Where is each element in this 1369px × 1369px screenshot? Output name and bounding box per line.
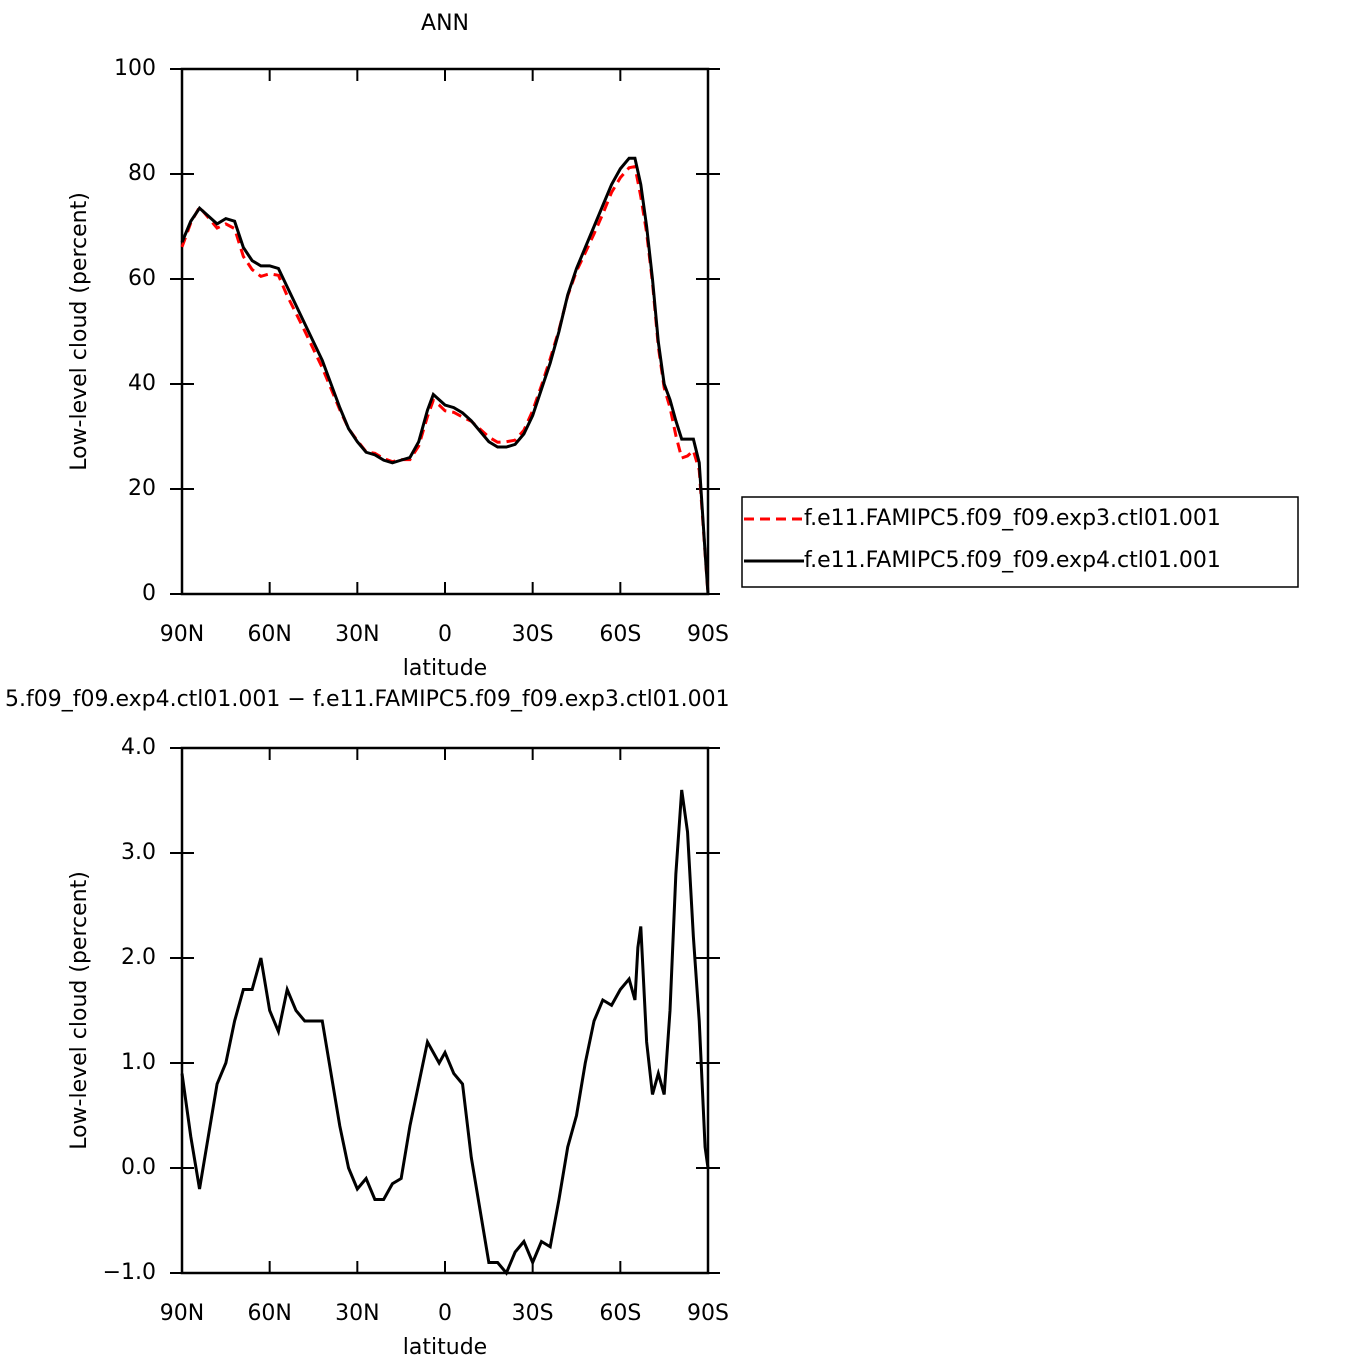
legend-box <box>741 496 1299 588</box>
y-tick-label: 0.0 <box>121 1155 156 1180</box>
y-axis-label: Low-level cloud (percent) <box>67 871 92 1150</box>
y-tick-label: −1.0 <box>103 1260 156 1285</box>
y-tick-label: 0 <box>142 581 156 606</box>
x-tick-label: 30N <box>335 1301 379 1326</box>
chart-title: 5.f09_f09.exp4.ctl01.001 − f.e11.FAMIPC5… <box>5 687 730 712</box>
x-tick-label: 60N <box>247 1301 291 1326</box>
x-axis-label: latitude <box>403 1335 487 1360</box>
chart-title: ANN <box>421 11 469 36</box>
x-tick-label: 30S <box>512 1301 554 1326</box>
y-tick-label: 80 <box>128 161 156 186</box>
x-tick-label: 90N <box>160 1301 204 1326</box>
x-tick-label: 90S <box>687 1301 729 1326</box>
legend-label: f.e11.FAMIPC5.f09_f09.exp3.ctl01.001 <box>804 506 1221 531</box>
x-tick-label: 60N <box>247 622 291 647</box>
y-tick-label: 1.0 <box>121 1050 156 1075</box>
x-tick-label: 0 <box>438 622 452 647</box>
data-line <box>180 789 710 1276</box>
x-axis-label: latitude <box>403 656 487 681</box>
legend-label: f.e11.FAMIPC5.f09_f09.exp4.ctl01.001 <box>804 548 1221 573</box>
y-tick-label: 20 <box>128 476 156 501</box>
x-tick-label: 30S <box>512 622 554 647</box>
x-tick-label: 90S <box>687 622 729 647</box>
y-tick-label: 2.0 <box>121 945 156 970</box>
data-line <box>180 156 710 595</box>
y-tick-label: 40 <box>128 371 156 396</box>
x-tick-label: 30N <box>335 622 379 647</box>
x-tick-label: 60S <box>599 622 641 647</box>
data-line <box>180 164 710 595</box>
x-tick-label: 0 <box>438 1301 452 1326</box>
x-tick-label: 90N <box>160 622 204 647</box>
y-tick-label: 4.0 <box>121 735 156 760</box>
y-tick-label: 60 <box>128 266 156 291</box>
y-tick-label: 100 <box>114 56 156 81</box>
plot-frame <box>180 67 710 596</box>
x-tick-label: 60S <box>599 1301 641 1326</box>
y-tick-label: 3.0 <box>121 840 156 865</box>
plot-frame <box>180 746 710 1275</box>
y-axis-label: Low-level cloud (percent) <box>67 192 92 471</box>
